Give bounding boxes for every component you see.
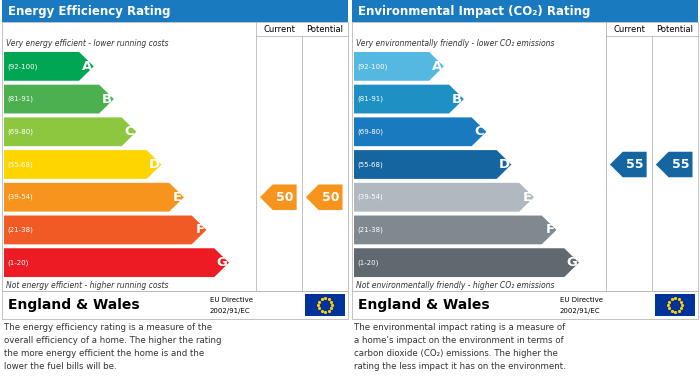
Polygon shape xyxy=(4,183,184,212)
Polygon shape xyxy=(610,152,647,177)
Text: (81-91): (81-91) xyxy=(357,96,383,102)
Text: F: F xyxy=(545,223,554,237)
Polygon shape xyxy=(260,185,297,210)
Text: The energy efficiency rating is a measure of the
overall efficiency of a home. T: The energy efficiency rating is a measur… xyxy=(4,323,221,371)
Polygon shape xyxy=(354,183,534,212)
Polygon shape xyxy=(354,52,444,81)
Text: G: G xyxy=(216,256,227,269)
Text: (39-54): (39-54) xyxy=(7,194,33,201)
Text: D: D xyxy=(148,158,160,171)
Text: EU Directive: EU Directive xyxy=(559,297,603,303)
Text: Current: Current xyxy=(613,25,645,34)
Text: (69-80): (69-80) xyxy=(7,129,33,135)
Bar xyxy=(352,22,698,291)
Text: E: E xyxy=(173,191,182,204)
Text: Potential: Potential xyxy=(657,25,694,34)
Text: Very energy efficient - lower running costs: Very energy efficient - lower running co… xyxy=(6,39,169,48)
Text: 50: 50 xyxy=(276,191,293,204)
Polygon shape xyxy=(4,248,229,277)
Bar xyxy=(2,291,348,319)
Text: (55-68): (55-68) xyxy=(357,161,383,168)
Text: Potential: Potential xyxy=(307,25,344,34)
Text: (69-80): (69-80) xyxy=(357,129,383,135)
Text: C: C xyxy=(475,125,484,138)
Bar xyxy=(655,294,695,316)
Polygon shape xyxy=(354,85,464,113)
Polygon shape xyxy=(4,215,206,244)
Text: (21-38): (21-38) xyxy=(7,227,33,233)
Text: Not environmentally friendly - higher CO₂ emissions: Not environmentally friendly - higher CO… xyxy=(356,281,554,290)
Text: (92-100): (92-100) xyxy=(7,63,37,70)
Text: Not energy efficient - higher running costs: Not energy efficient - higher running co… xyxy=(6,281,169,290)
Text: (39-54): (39-54) xyxy=(357,194,383,201)
Polygon shape xyxy=(354,215,556,244)
Text: B: B xyxy=(102,93,112,106)
Text: 55: 55 xyxy=(626,158,643,171)
Text: Energy Efficiency Rating: Energy Efficiency Rating xyxy=(8,5,171,18)
Text: F: F xyxy=(195,223,204,237)
Text: C: C xyxy=(125,125,134,138)
Polygon shape xyxy=(4,150,162,179)
Text: 2002/91/EC: 2002/91/EC xyxy=(209,308,250,314)
Bar xyxy=(305,294,345,316)
Text: B: B xyxy=(452,93,462,106)
Text: 55: 55 xyxy=(672,158,690,171)
Polygon shape xyxy=(4,85,114,113)
Text: EU Directive: EU Directive xyxy=(209,297,253,303)
Polygon shape xyxy=(656,152,692,177)
Polygon shape xyxy=(4,52,94,81)
Text: 2002/91/EC: 2002/91/EC xyxy=(559,308,600,314)
Text: (1-20): (1-20) xyxy=(357,259,379,266)
Polygon shape xyxy=(354,248,579,277)
Text: Very environmentally friendly - lower CO₂ emissions: Very environmentally friendly - lower CO… xyxy=(356,39,554,48)
Text: England & Wales: England & Wales xyxy=(8,298,139,312)
Text: (21-38): (21-38) xyxy=(357,227,383,233)
Text: Current: Current xyxy=(263,25,295,34)
Polygon shape xyxy=(306,185,342,210)
Text: (92-100): (92-100) xyxy=(357,63,387,70)
Text: The environmental impact rating is a measure of
a home's impact on the environme: The environmental impact rating is a mea… xyxy=(354,323,566,371)
Text: (55-68): (55-68) xyxy=(7,161,33,168)
Bar xyxy=(352,0,698,22)
Bar xyxy=(2,0,348,22)
Text: E: E xyxy=(523,191,532,204)
Text: A: A xyxy=(82,60,92,73)
Text: 50: 50 xyxy=(322,191,340,204)
Text: Environmental Impact (CO₂) Rating: Environmental Impact (CO₂) Rating xyxy=(358,5,590,18)
Polygon shape xyxy=(354,150,512,179)
Text: England & Wales: England & Wales xyxy=(358,298,489,312)
Bar xyxy=(352,291,698,319)
Polygon shape xyxy=(354,117,486,146)
Text: (1-20): (1-20) xyxy=(7,259,29,266)
Polygon shape xyxy=(4,117,136,146)
Text: G: G xyxy=(566,256,577,269)
Text: A: A xyxy=(432,60,442,73)
Text: D: D xyxy=(498,158,510,171)
Text: (81-91): (81-91) xyxy=(7,96,33,102)
Bar xyxy=(2,22,348,291)
